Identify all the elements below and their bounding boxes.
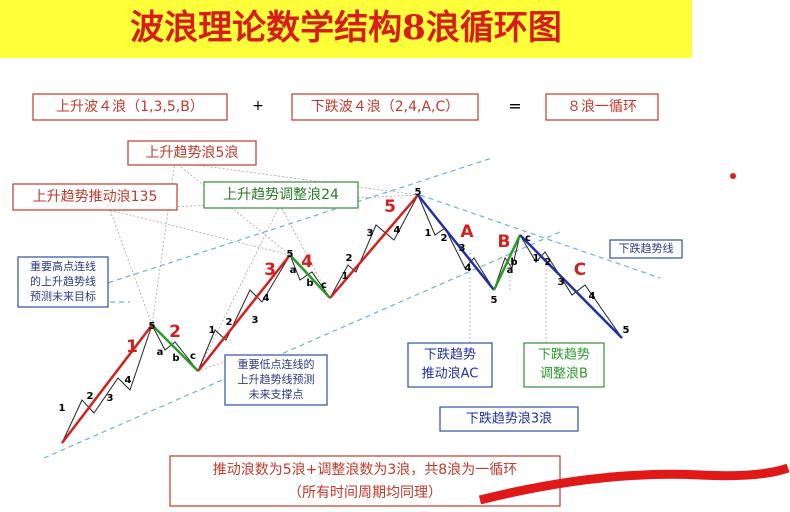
- callout-box: [523, 342, 605, 388]
- sub-wave-label: 1: [425, 228, 432, 239]
- callout-line: 调整浪B: [540, 367, 588, 382]
- sub-wave-label: b: [172, 353, 179, 364]
- wave-label: 3: [264, 260, 276, 280]
- sub-wave-label: 2: [441, 233, 448, 244]
- callout-line: 未来支撑点: [249, 387, 304, 401]
- equation-middle: 下跌波４浪（2,4,A,C）: [311, 99, 460, 115]
- callout-line: 重要高点连线: [30, 259, 96, 273]
- equation-plus: +: [252, 98, 264, 114]
- equation-box: [545, 93, 659, 121]
- sub-wave-label: 4: [394, 225, 401, 236]
- equation-left: 上升波４浪（1,3,5,B）: [56, 99, 204, 115]
- title: 波浪理论数学结构8浪循环图: [130, 8, 562, 48]
- sub-wave-label: 4: [589, 291, 596, 302]
- callout-box: [17, 256, 109, 308]
- sub-wave-label: 1: [209, 325, 216, 336]
- sub-wave-label: a: [507, 265, 514, 276]
- wave-label: 4: [301, 252, 313, 272]
- sub-wave-label: 3: [558, 277, 565, 288]
- sub-wave-label: 5: [287, 249, 294, 260]
- sub-wave-label: a: [290, 265, 297, 276]
- equation-box: [32, 93, 228, 121]
- sub-wave-label: 4: [263, 293, 270, 304]
- sub-wave-label: b: [510, 257, 517, 268]
- sub-wave-label: 1: [59, 403, 66, 414]
- sub-wave-label: c: [190, 351, 196, 362]
- sub-wave-label: 2: [545, 257, 552, 268]
- callout-box: [203, 181, 359, 209]
- sub-wave-label: 3: [107, 393, 114, 404]
- wave-label: 5: [384, 197, 396, 217]
- sub-wave-label: b: [306, 278, 313, 289]
- callout-line: 推动浪AC: [422, 367, 479, 382]
- callout-line: 下跌趋势: [538, 347, 590, 363]
- sub-waves: [61, 194, 623, 444]
- callout-line: 重要低点连线的: [238, 357, 315, 371]
- callout: 下跌趋势线: [619, 241, 674, 255]
- sub-wave-label: 3: [252, 315, 259, 326]
- wave-label: 2: [169, 322, 181, 342]
- equation-right: ８浪一循环: [567, 99, 637, 115]
- sub-wave-label: 5: [415, 187, 422, 198]
- sub-wave-label: 5: [623, 325, 630, 336]
- sub-wave-label: c: [321, 280, 327, 291]
- down-trendline: [419, 194, 661, 279]
- sub-wave-label: 3: [459, 243, 466, 254]
- sub-wave-label: 4: [465, 263, 472, 274]
- sub-wave-label: c: [525, 233, 531, 244]
- wave-label: C: [574, 260, 586, 280]
- equation-box: [291, 93, 479, 121]
- main-waves: [61, 194, 623, 444]
- wave-label: 1: [126, 337, 138, 357]
- callout-box: [609, 239, 683, 259]
- sub-wave-label: 5: [149, 321, 156, 332]
- callout-box: [224, 354, 328, 406]
- footer-line: 推动浪数为5浪+调整浪数为3浪，共8浪为一循环: [213, 462, 517, 478]
- callout-box: [12, 183, 178, 211]
- sub-wave-label: 1: [342, 271, 349, 282]
- wave-label: A: [460, 222, 474, 242]
- callout-box: [439, 406, 579, 432]
- callout-line: 的上升趋势线: [30, 274, 96, 288]
- sub-wave-label: 3: [367, 228, 374, 239]
- callout-line: 下跌趋势: [424, 347, 476, 363]
- callout-box: [407, 342, 493, 388]
- sub-wave-label: 2: [226, 317, 233, 328]
- guides: [109, 161, 547, 372]
- dot: [730, 173, 736, 179]
- lower-trendline: [43, 231, 561, 459]
- sub-wave-label: 1: [533, 253, 540, 264]
- sub-wave-label: a: [157, 347, 164, 358]
- sub-wave-label: 4: [125, 375, 132, 386]
- callout-line: 预测未来目标: [30, 289, 96, 303]
- callout-box: [127, 140, 257, 166]
- callout: 上升趋势调整浪24: [223, 187, 339, 203]
- scribble: [478, 463, 790, 505]
- equation-equals: =: [508, 97, 521, 116]
- sub-wave-label: 2: [87, 391, 94, 402]
- wave-label: B: [498, 232, 511, 252]
- callout: 下跌趋势浪3浪: [466, 411, 552, 427]
- callout: 上升趋势浪5浪: [146, 145, 239, 161]
- title-band: [0, 0, 692, 58]
- footer-line: （所有时间周期均同理）: [288, 485, 442, 501]
- callout-line: 上升趋势线预测: [238, 372, 315, 386]
- sub-wave-label: 5: [491, 295, 498, 306]
- upper-trendline: [39, 157, 493, 306]
- callout: 上升趋势推动浪135: [33, 189, 158, 205]
- sub-wave-label: 2: [346, 253, 353, 264]
